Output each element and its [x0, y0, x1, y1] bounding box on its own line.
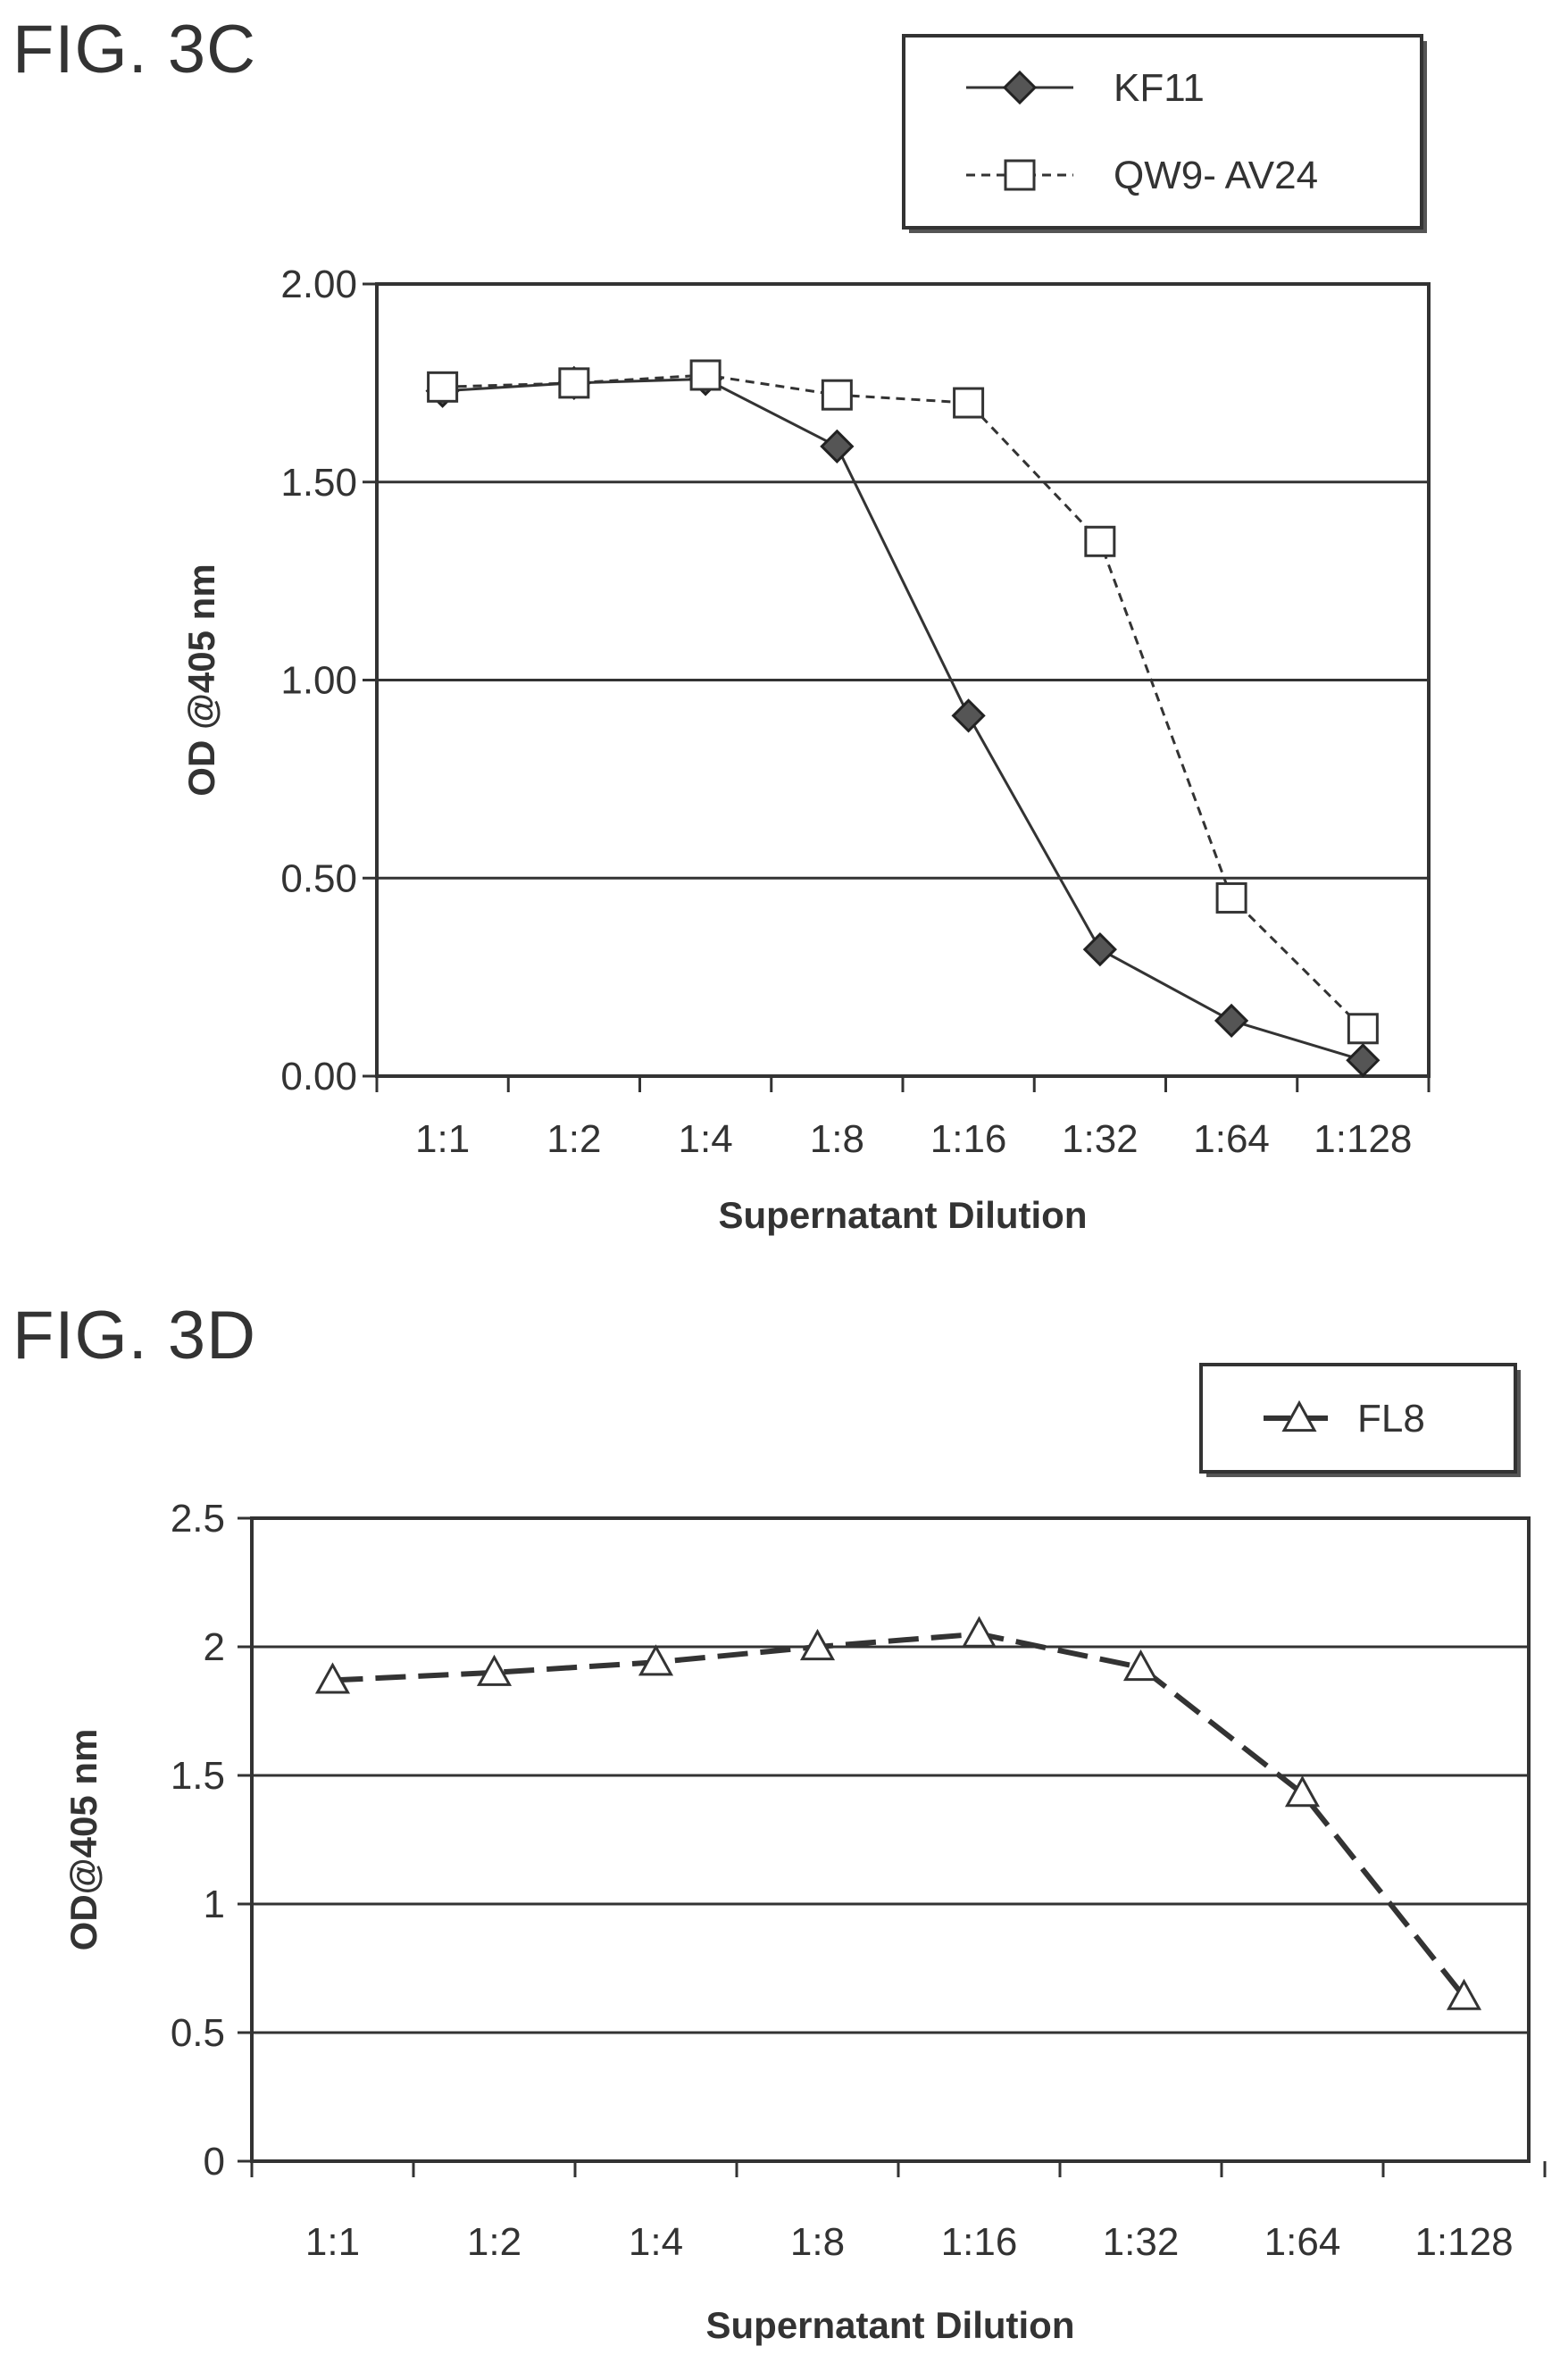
chart-2-x-tick-label: 1:1	[305, 2220, 360, 2264]
chart-2-x-tick-label: 1:2	[467, 2220, 521, 2264]
chart-2-series-1-point	[1122, 1649, 1159, 1682]
chart-1-series-2-point	[1215, 881, 1247, 914]
chart-1-series-2-point	[1084, 525, 1116, 557]
chart-2-series-1-point	[799, 1628, 836, 1661]
chart-1-x-tick-label: 1:128	[1314, 1117, 1412, 1161]
chart-2-legend-box	[1199, 1363, 1517, 1474]
chart-1-y-tick-label: 0.50	[280, 856, 357, 900]
chart-1-x-tick-label: 1:32	[1062, 1117, 1139, 1161]
figure-label-3c: FIG. 3C	[13, 12, 257, 88]
chart-2-x-tick-label: 1:32	[1103, 2220, 1180, 2264]
chart-2-y-tick-label: 2.5	[171, 1497, 225, 1541]
chart-1-series-1-point	[951, 698, 986, 733]
chart-1-series-1-point	[1082, 931, 1117, 967]
chart-1-series-2-point	[953, 387, 985, 419]
chart-1-series-2-point	[689, 359, 722, 391]
chart-1-legend-label: QW9- AV24	[1114, 154, 1318, 197]
chart-1-legend-marker	[1004, 159, 1036, 191]
chart-1-x-tick-label: 1:4	[679, 1117, 733, 1161]
chart-2-y-tick-label: 1.5	[171, 1754, 225, 1798]
chart-1-x-tick-label: 1:8	[810, 1117, 864, 1161]
chart-1-x-tick-label: 1:1	[415, 1117, 470, 1161]
chart-1-y-tick-label: 1.00	[280, 659, 357, 703]
chart-2-y-axis-title: OD@405 nm	[63, 1729, 104, 1951]
chart-2-series-1-line	[332, 1631, 1466, 1999]
chart-2-series-1-point	[638, 1644, 674, 1676]
chart-2-y-tick-label: 0	[204, 2140, 225, 2184]
chart-2-x-tick-label: 1:4	[629, 2220, 683, 2264]
chart-2-x-tick-label: 1:16	[941, 2220, 1018, 2264]
chart-2-x-tick-label: 1:8	[790, 2220, 845, 2264]
chart-2-y-tick-label: 1	[204, 1883, 225, 1926]
chart-1-x-tick-label: 1:64	[1193, 1117, 1270, 1161]
chart-1-legend-marker	[1002, 70, 1038, 105]
chart-1-x-axis-title: Supernatant Dilution	[719, 1194, 1088, 1236]
chart-1-legend-box	[902, 34, 1423, 230]
chart-1-series-2-point	[427, 371, 459, 403]
chart-2-plot-frame	[250, 1516, 1531, 2163]
chart-1-y-tick-label: 0.00	[280, 1055, 357, 1098]
chart-2-x-tick-label: 1:64	[1264, 2220, 1341, 2264]
chart-2-y-tick-label: 0.5	[171, 2011, 225, 2055]
chart-1-y-tick-label: 1.50	[280, 461, 357, 505]
chart-1-x-tick-label: 1:16	[930, 1117, 1007, 1161]
chart-2-legend-label: FL8	[1357, 1397, 1425, 1441]
chart-2-legend-marker	[1281, 1399, 1317, 1432]
chart-1-series-2-point	[1347, 1013, 1379, 1045]
chart-2-series-1-point	[961, 1616, 997, 1648]
figure-label-3d: FIG. 3D	[13, 1298, 257, 1374]
chart-2-y-tick-label: 2	[204, 1625, 225, 1669]
chart-1-series-1-point	[1214, 1003, 1249, 1039]
chart-1-series-2-line	[442, 373, 1364, 1030]
chart-1-y-axis-title: OD @405 nm	[180, 564, 222, 796]
chart-1-series-2-point	[821, 379, 853, 411]
chart-2-series-1-point	[476, 1654, 513, 1686]
chart-1-series-1-point	[820, 429, 855, 463]
chart-2-x-axis-title: Supernatant Dilution	[706, 2304, 1075, 2346]
chart-1-series-2-point	[558, 367, 590, 399]
chart-1-y-tick-label: 2.00	[280, 263, 357, 306]
chart-2-series-1-point	[1446, 1978, 1482, 2010]
chart-1-legend-label: KF11	[1114, 66, 1205, 110]
chart-1-x-tick-label: 1:2	[546, 1117, 601, 1161]
chart-2-x-tick-label: 1:128	[1414, 2220, 1513, 2264]
chart-1-series-1-point	[1346, 1043, 1381, 1078]
chart-2-series-1-point	[1284, 1775, 1321, 1808]
chart-2-series-1-point	[314, 1662, 351, 1694]
